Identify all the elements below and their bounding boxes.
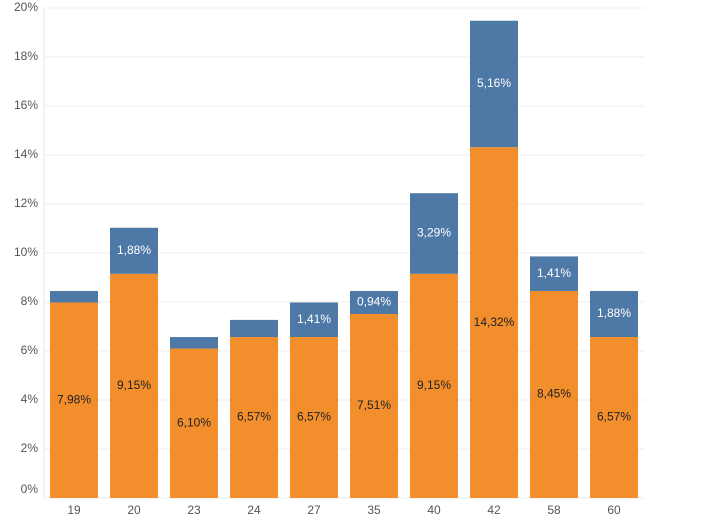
bar-segment [110,227,158,274]
x-tick-label: 60 [607,503,621,517]
bar-segment [470,147,518,498]
x-tick-label: 23 [187,503,201,517]
data-label: 6,57% [237,410,271,424]
bar-segment [410,273,458,498]
data-label: 8,45% [537,387,571,401]
x-tick-label: 19 [67,503,81,517]
bar-segment [230,337,278,498]
x-tick-label: 40 [427,503,441,517]
bar-segment [170,337,218,349]
data-label: 0,94% [357,295,391,309]
data-label: 6,57% [297,410,331,424]
x-tick-label: 42 [487,503,501,517]
data-label: 6,57% [597,410,631,424]
bar-segment [530,290,578,498]
y-tick-label: 4% [21,392,39,406]
data-label: 6,10% [177,415,211,429]
data-label: 14,32% [474,315,515,329]
data-label: 9,15% [417,378,451,392]
bar-segment [350,314,398,498]
y-tick-label: 14% [14,147,38,161]
data-label: 7,51% [357,398,391,412]
data-label: 1,41% [537,266,571,280]
data-label: 7,98% [57,392,91,406]
data-label: 5,16% [477,76,511,90]
data-label: 3,29% [417,226,451,240]
bar-segment [530,256,578,291]
bar-segment [290,302,338,338]
y-tick-label: 20% [14,0,38,14]
y-tick-label: 2% [21,441,39,455]
bar-segment [50,290,98,303]
data-label: 1,88% [597,306,631,320]
bar-segment [410,193,458,274]
y-tick-label: 8% [21,294,39,308]
x-tick-label: 24 [247,503,261,517]
bar-segment [470,20,518,148]
y-tick-label: 18% [14,49,38,63]
x-tick-label: 35 [367,503,381,517]
bar-segment [50,302,98,498]
y-tick-label: 12% [14,196,38,210]
y-tick-label: 6% [21,343,39,357]
bar-segment [170,348,218,498]
x-tick-label: 58 [547,503,561,517]
bar-segment [290,337,338,498]
bar-segment [110,273,158,498]
y-tick-label: 16% [14,98,38,112]
bar-segment [590,337,638,498]
bar-segment [350,290,398,315]
x-tick-label: 27 [307,503,321,517]
bar-segment [230,319,278,338]
data-label: 1,88% [117,243,151,257]
bar-segment [590,290,638,338]
data-label: 1,41% [297,312,331,326]
y-tick-label: 10% [14,245,38,259]
y-tick-label: 0% [21,482,39,496]
data-label: 9,15% [117,378,151,392]
x-tick-label: 20 [127,503,141,517]
